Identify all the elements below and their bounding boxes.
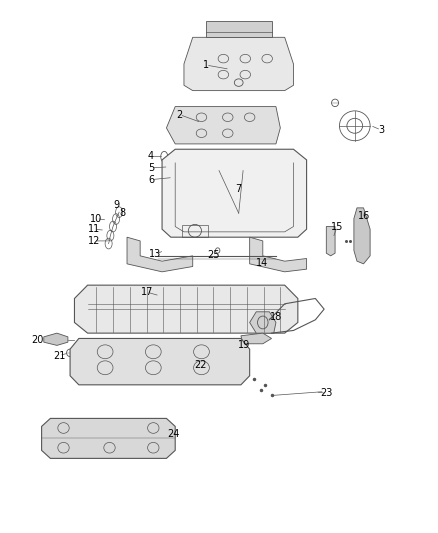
Polygon shape [74,285,298,333]
Text: 9: 9 [113,200,119,210]
Text: 1: 1 [203,60,209,70]
Text: 13: 13 [149,249,162,259]
Text: 19: 19 [238,341,251,350]
Polygon shape [127,237,193,272]
Text: 17: 17 [141,287,153,297]
Text: 4: 4 [148,151,154,161]
Text: 22: 22 [194,360,207,369]
Text: 6: 6 [148,175,154,184]
Text: 2: 2 [177,110,183,119]
Text: 14: 14 [256,258,268,268]
Polygon shape [44,333,68,345]
Text: 10: 10 [90,214,102,223]
Polygon shape [166,107,280,144]
Polygon shape [184,37,293,91]
Polygon shape [70,338,250,385]
Text: 23: 23 [320,389,332,398]
Bar [182,225,208,237]
Text: 5: 5 [148,163,154,173]
Text: 7: 7 [235,184,241,194]
Text: 8: 8 [120,208,126,218]
Text: 24: 24 [167,430,179,439]
Polygon shape [241,333,272,344]
Text: 20: 20 [31,335,43,344]
Polygon shape [250,237,307,272]
Text: 3: 3 [378,125,384,135]
Text: 25: 25 [207,250,219,260]
Text: 21: 21 [53,351,65,360]
Polygon shape [206,21,272,37]
Polygon shape [354,208,370,264]
Polygon shape [250,312,276,333]
Text: 18: 18 [270,312,282,321]
Text: 12: 12 [88,236,100,246]
Text: 15: 15 [331,222,343,231]
Polygon shape [162,149,307,237]
Text: 11: 11 [88,224,100,234]
Text: 16: 16 [358,211,371,221]
Polygon shape [326,227,335,256]
Polygon shape [42,418,175,458]
